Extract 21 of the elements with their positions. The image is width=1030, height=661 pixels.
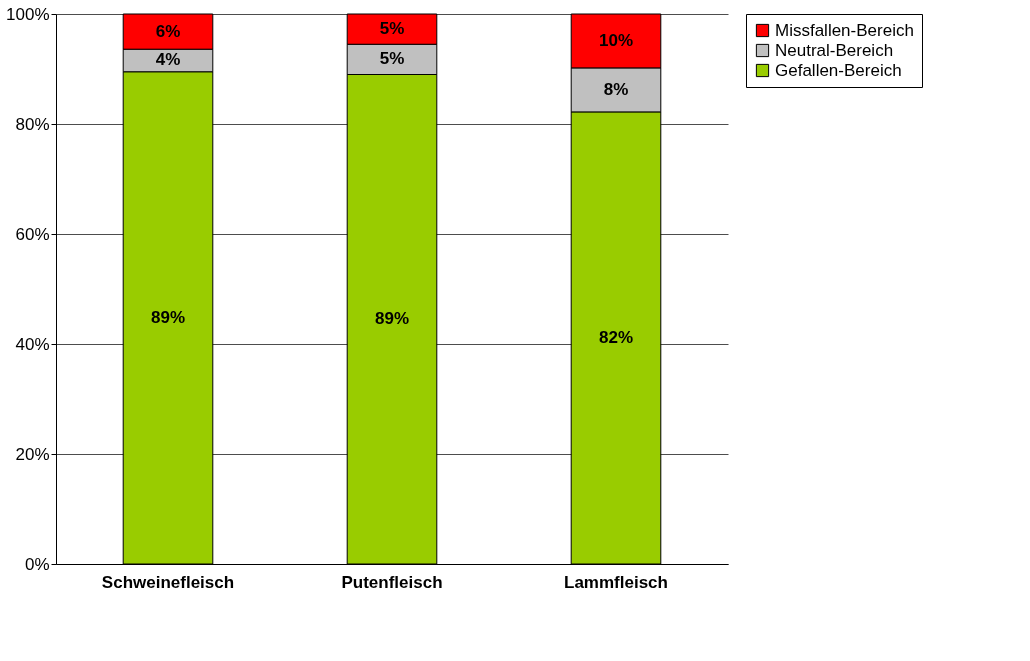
data-label: 5% [379,19,405,39]
data-label: 89% [150,307,186,327]
data-label: 8% [603,79,629,99]
data-label: 6% [155,21,181,41]
x-tick-label: Schweinefleisch [101,572,235,592]
data-label: 82% [598,327,634,347]
x-tick-label: Lammfleisch [564,572,668,592]
y-tick-label: 100% [6,4,50,24]
y-tick-label: 20% [15,444,50,464]
y-tick-label: 40% [15,334,50,354]
legend-label: Neutral-Bereich [775,40,894,60]
data-label: 10% [598,30,634,50]
x-tick-label: Putenfleisch [341,572,443,592]
data-label: 4% [155,50,181,70]
legend-label: Missfallen-Bereich [775,20,914,40]
data-label: 89% [374,309,410,329]
y-tick-label: 80% [15,114,50,134]
y-tick-label: 60% [15,224,50,244]
legend-label: Gefallen-Bereich [775,60,902,80]
y-tick-label: 0% [24,554,50,574]
data-label: 5% [379,49,405,69]
